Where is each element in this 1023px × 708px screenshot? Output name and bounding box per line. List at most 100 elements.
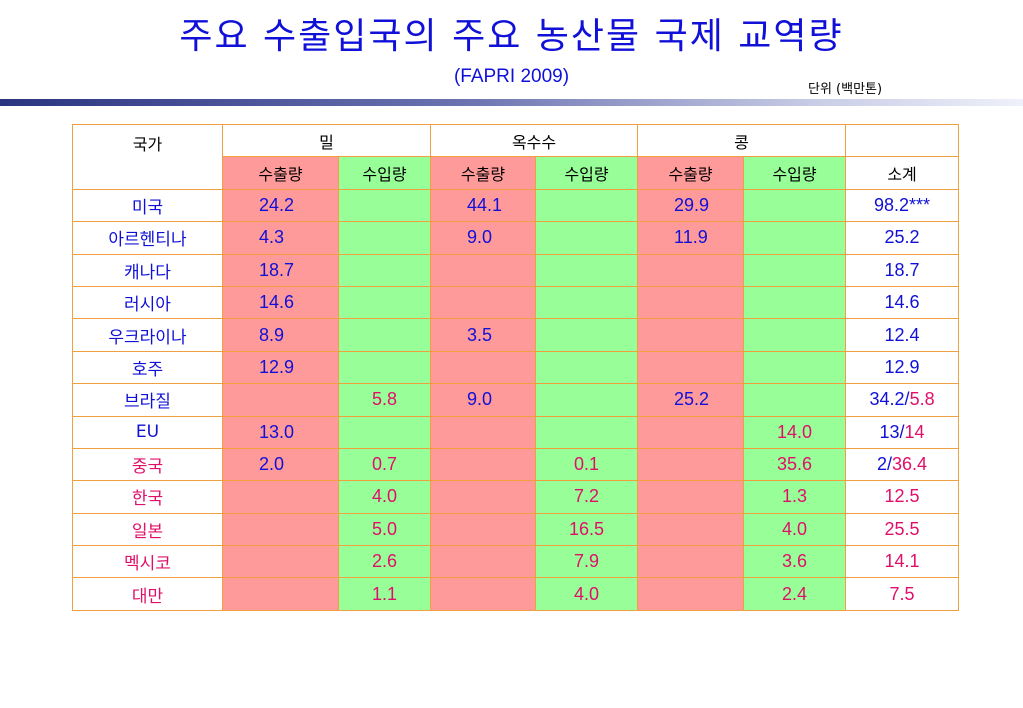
country-cell: EU bbox=[72, 415, 223, 449]
page-title: 주요 수출입국의 주요 농산물 국제 교역량 bbox=[179, 16, 844, 57]
soybean-import-cell: 2.4 bbox=[743, 577, 847, 611]
sub-header-row: 수출량 수입량 수출량 수입량 수출량 수입량 소계 bbox=[73, 156, 960, 190]
corn-export-cell bbox=[430, 545, 537, 579]
total-cell: 18.7 bbox=[845, 253, 960, 287]
table-row: EU 13.0 14.0 13/14 bbox=[72, 415, 960, 449]
soybean-export-cell: 11.9 bbox=[637, 221, 745, 255]
export-header: 수출량 bbox=[430, 156, 537, 190]
total-export-value: 18.7 bbox=[884, 259, 920, 280]
wheat-import-cell bbox=[337, 253, 432, 287]
soybean-export-cell bbox=[637, 512, 745, 547]
wheat-export-cell bbox=[222, 480, 339, 514]
total-import-value: 14 bbox=[904, 421, 925, 442]
wheat-import-cell bbox=[337, 415, 432, 449]
soybean-import-cell bbox=[743, 350, 847, 385]
total-import-value: 36.4 bbox=[892, 454, 928, 475]
corn-import-cell bbox=[535, 318, 639, 352]
group-header-corn: 옥수수 bbox=[430, 123, 639, 158]
soybean-import-cell: 35.6 bbox=[743, 447, 847, 482]
table-row: 우크라이나 8.9 3.5 12.4 bbox=[72, 318, 960, 352]
country-cell: 아르헨티나 bbox=[72, 221, 223, 255]
total-cell: 14.6 bbox=[845, 285, 960, 320]
soybean-import-cell: 4.0 bbox=[743, 512, 847, 547]
total-export-value: 13 bbox=[879, 421, 900, 442]
country-cell: 대만 bbox=[72, 577, 223, 611]
soybean-import-cell bbox=[743, 285, 847, 320]
total-cell: 13/14 bbox=[845, 415, 960, 449]
group-header-wheat: 밀 bbox=[221, 123, 432, 158]
soybean-export-cell bbox=[637, 480, 745, 514]
wheat-export-cell: 2.0 bbox=[222, 447, 339, 482]
total-export-value: 12.9 bbox=[884, 356, 920, 377]
wheat-export-cell: 18.7 bbox=[222, 253, 339, 287]
table-row: 중국 2.0 0.7 0.1 35.6 2/36.4 bbox=[72, 447, 960, 482]
wheat-import-cell: 1.1 bbox=[337, 577, 432, 611]
corn-import-cell: 7.9 bbox=[535, 545, 639, 579]
soybean-import-cell bbox=[743, 383, 847, 417]
soybean-export-cell bbox=[637, 253, 745, 287]
total-separator: / bbox=[904, 389, 910, 410]
total-import-value: 25.5 bbox=[884, 518, 920, 539]
wheat-import-cell: 4.0 bbox=[337, 480, 432, 514]
corn-import-cell bbox=[535, 285, 639, 320]
corn-import-cell: 0.1 bbox=[535, 447, 639, 482]
total-import-value: 7.5 bbox=[889, 583, 915, 604]
corn-export-cell bbox=[430, 577, 537, 611]
total-cell: 7.5 bbox=[845, 577, 960, 611]
soybean-import-cell: 1.3 bbox=[743, 480, 847, 514]
corn-export-cell bbox=[430, 285, 537, 320]
wheat-import-cell: 5.0 bbox=[337, 512, 432, 547]
total-cell: 34.2/5.8 bbox=[845, 383, 960, 417]
import-header: 수입량 bbox=[337, 156, 432, 190]
country-cell: 일본 bbox=[72, 512, 223, 547]
total-separator: / bbox=[887, 454, 893, 475]
corn-import-cell bbox=[535, 253, 639, 287]
total-export-value: 34.2 bbox=[869, 389, 905, 410]
group-header-soybean: 콩 bbox=[637, 123, 847, 158]
wheat-export-cell: 8.9 bbox=[222, 318, 339, 352]
wheat-export-cell: 13.0 bbox=[222, 415, 339, 449]
corn-export-cell: 9.0 bbox=[430, 383, 537, 417]
wheat-import-cell bbox=[337, 318, 432, 352]
table-row: 아르헨티나 4.3 9.0 11.9 25.2 bbox=[72, 221, 960, 255]
total-import-value: 5.8 bbox=[909, 389, 935, 410]
wheat-import-cell: 0.7 bbox=[337, 447, 432, 482]
wheat-export-cell bbox=[222, 512, 339, 547]
wheat-export-cell bbox=[222, 577, 339, 611]
soybean-export-cell bbox=[637, 447, 745, 482]
total-cell: 25.2 bbox=[845, 221, 960, 255]
total-export-value: 12.4 bbox=[884, 324, 920, 345]
corn-export-cell bbox=[430, 512, 537, 547]
trade-table: 국가 밀 옥수수 콩 수출량 수입량 수출량 수입량 수출량 수입량 소계 미국… bbox=[72, 123, 960, 611]
total-cell: 2/36.4 bbox=[845, 447, 960, 482]
table-row: 러시아 14.6 14.6 bbox=[72, 285, 960, 320]
table-row: 미국 24.2 44.1 29.9 98.2*** bbox=[72, 188, 960, 223]
total-cell: 12.5 bbox=[845, 480, 960, 514]
wheat-export-cell: 4.3 bbox=[222, 221, 339, 255]
country-cell: 러시아 bbox=[72, 285, 223, 320]
total-import-value: 12.5 bbox=[884, 486, 920, 507]
soybean-export-cell: 29.9 bbox=[637, 188, 745, 223]
country-header: 국가 bbox=[72, 124, 223, 190]
soybean-export-cell bbox=[637, 577, 745, 611]
import-header: 수입량 bbox=[743, 156, 847, 190]
wheat-export-cell bbox=[222, 383, 339, 417]
total-export-value: 2 bbox=[877, 454, 888, 475]
table-row: 한국 4.0 7.2 1.3 12.5 bbox=[72, 480, 960, 514]
unit-label: 단위 (백만톤) bbox=[808, 82, 883, 97]
wheat-import-cell bbox=[337, 285, 432, 320]
soybean-import-cell bbox=[743, 188, 847, 223]
country-cell: 우크라이나 bbox=[72, 318, 223, 352]
corn-import-cell: 7.2 bbox=[535, 480, 639, 514]
wheat-export-cell: 12.9 bbox=[222, 350, 339, 385]
corn-export-cell bbox=[430, 253, 537, 287]
total-header: 소계 bbox=[845, 156, 960, 190]
country-cell: 호주 bbox=[72, 350, 223, 385]
soybean-export-cell bbox=[637, 545, 745, 579]
soybean-import-cell bbox=[743, 253, 847, 287]
page-subtitle: (FAPRI 2009) bbox=[453, 66, 570, 87]
soybean-export-cell bbox=[637, 415, 745, 449]
country-cell: 미국 bbox=[72, 188, 223, 223]
corn-import-cell bbox=[535, 383, 639, 417]
total-import-value: 14.1 bbox=[884, 551, 920, 572]
